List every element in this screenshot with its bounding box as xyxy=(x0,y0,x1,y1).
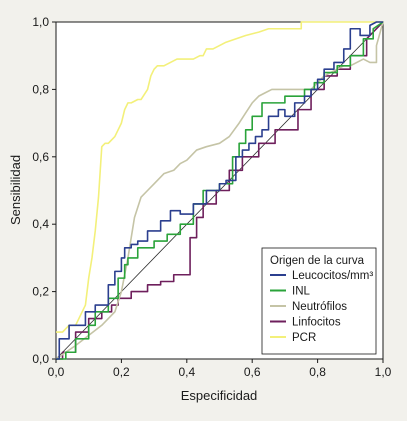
legend-entry-2: Neutrófilos xyxy=(292,301,347,313)
y-tick-group: 0,0 0,2 0,4 0,6 0,8 1,0 xyxy=(32,15,56,366)
x-axis-label: Especificidad xyxy=(181,388,258,403)
series-line-4 xyxy=(56,21,383,333)
legend-title: Origen de la curva xyxy=(270,255,365,267)
legend-entries: Leucocitos/mm³ INL Neutrófilos Linfocitos PC… xyxy=(270,270,373,344)
x-tick-group: 0,0 0,2 0,4 0,6 0,8 1,0 xyxy=(48,359,392,379)
x-tick-label: 0,4 xyxy=(178,365,195,379)
x-tick-label: 0,8 xyxy=(309,365,326,379)
y-axis-label: Sensibilidad xyxy=(8,155,23,225)
legend-entry-0: Leucocitos/mm³ xyxy=(292,270,373,282)
x-tick-label: 0,0 xyxy=(48,365,65,379)
series-layer xyxy=(55,21,384,360)
y-tick-label: 0,2 xyxy=(32,285,49,299)
legend: Origen de la curva Leucocitos/mm³ INL Neut… xyxy=(261,247,377,355)
y-tick-label: 0,0 xyxy=(32,352,49,366)
x-tick-label: 0,2 xyxy=(113,365,130,379)
y-tick-label: 0,8 xyxy=(32,82,49,96)
y-tick-label: 0,4 xyxy=(32,217,49,231)
x-tick-label: 1,0 xyxy=(375,365,392,379)
series-line-0 xyxy=(56,21,383,360)
legend-entry-3: Linfocitos xyxy=(292,317,341,329)
legend-entry-1: INL xyxy=(292,286,311,298)
y-tick-label: 0,6 xyxy=(32,150,49,164)
legend-entry-4: PCR xyxy=(292,332,316,344)
x-tick-label: 0,6 xyxy=(244,365,261,379)
y-tick-label: 1,0 xyxy=(32,15,49,29)
